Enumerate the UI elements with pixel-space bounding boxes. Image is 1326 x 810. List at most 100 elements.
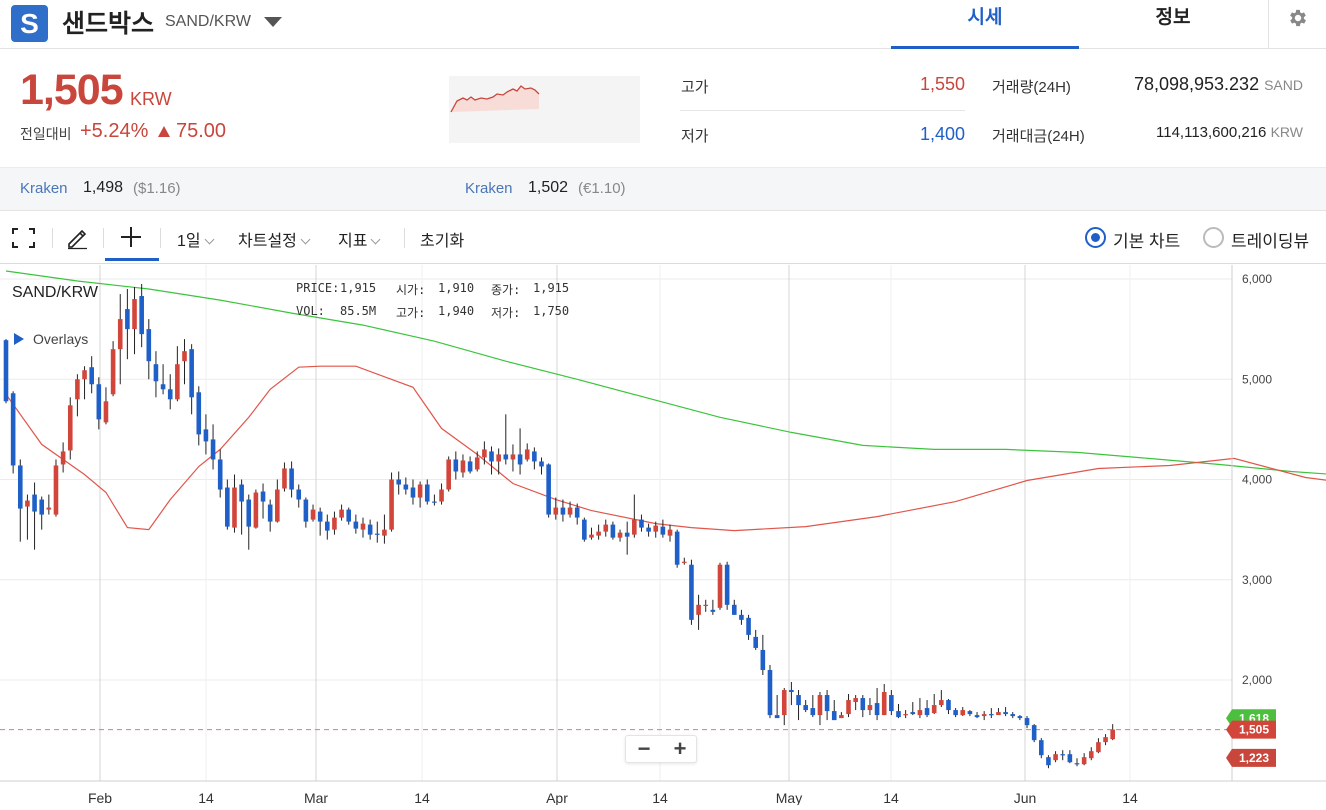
chart-toolbar: 1일 차트설정 지표 초기화 [0, 212, 1326, 264]
tradingview-radio[interactable] [1203, 227, 1224, 248]
candle [317, 507, 323, 536]
reset-button[interactable]: 초기화 [420, 233, 465, 250]
candle [89, 356, 94, 394]
tradingview-label[interactable]: 트레이딩뷰 [1231, 232, 1310, 251]
candle-body [482, 449, 487, 458]
coin-select-chevron-down-icon[interactable] [264, 17, 282, 27]
candle [1024, 716, 1030, 729]
x-tick-label: 14 [198, 790, 214, 805]
basic-chart-radio[interactable] [1085, 227, 1106, 248]
candle-body [246, 499, 252, 527]
candle-body [767, 669, 773, 716]
candle [103, 387, 109, 425]
candle [689, 559, 694, 625]
info-open-value: 1,910 [438, 281, 475, 295]
candle-body [460, 460, 466, 473]
candle-body [696, 604, 701, 615]
candle-body [353, 521, 359, 529]
candle-body [25, 500, 30, 507]
candle [46, 494, 52, 515]
candle-body [1088, 751, 1094, 759]
candle-body [1031, 725, 1037, 741]
candle [167, 374, 173, 410]
candle [282, 462, 287, 492]
exchange-name-eur[interactable]: Kraken [465, 180, 513, 197]
candle [417, 481, 423, 508]
tab-info[interactable]: 정보 [1155, 7, 1191, 28]
high-label: 고가 [681, 79, 709, 96]
candle [746, 614, 751, 640]
candle-body [603, 524, 609, 532]
candle-body [303, 499, 309, 522]
play-icon[interactable] [14, 333, 24, 345]
candle [660, 519, 666, 538]
exchange-name-usd[interactable]: Kraken [20, 180, 68, 197]
candle-body [167, 389, 173, 400]
exchange-bar: Kraken 1,498 ($1.16) Kraken 1,502 (€1.10… [0, 167, 1326, 211]
candle [203, 414, 209, 455]
last-price-tag-text: 1,505 [1239, 723, 1269, 737]
candle [546, 463, 551, 518]
zoom-out-button[interactable]: − [637, 736, 651, 761]
candle-body [1046, 757, 1051, 766]
candle [503, 414, 509, 465]
candlestick-chart[interactable]: 6,000 5,000 4,000 3,000 2,000 Feb 14 Mar 14 Apr 14… [0, 265, 1326, 806]
candle [789, 682, 794, 706]
candle [774, 695, 780, 719]
candle [596, 524, 601, 540]
candle [232, 474, 237, 533]
candle [424, 479, 430, 505]
candle [225, 479, 230, 530]
indicators-label: 지표 [338, 233, 368, 250]
candle-body [410, 487, 416, 498]
sparkline-area [451, 86, 539, 112]
chevron-down-icon [371, 234, 381, 245]
zoom-in-button[interactable]: + [673, 736, 687, 761]
candle [967, 710, 973, 717]
candle-body [1024, 718, 1030, 726]
candle [1074, 758, 1080, 767]
candle [75, 374, 80, 417]
candle [1060, 750, 1066, 761]
candle-body [1039, 740, 1044, 756]
candle-body [339, 509, 344, 518]
candle [981, 711, 987, 721]
candle-body [424, 484, 430, 502]
candle-body [17, 465, 23, 509]
tab-quote[interactable]: 시세 [891, 0, 1079, 49]
candle-body [446, 459, 451, 490]
pencil-icon[interactable] [65, 226, 89, 250]
amount-label: 거래대금(24H) [992, 128, 1085, 145]
candle [803, 700, 808, 713]
interval-dropdown[interactable]: 1일 [177, 227, 215, 251]
candle [125, 289, 130, 360]
x-tick-label: May [776, 790, 802, 805]
candle-body [60, 451, 66, 465]
chart-settings-dropdown[interactable]: 차트설정 [238, 227, 311, 251]
info-low-label: 저가: [491, 306, 521, 320]
candle-body [1074, 763, 1080, 765]
candle [39, 496, 44, 530]
candle-body [617, 532, 623, 538]
candle [1088, 747, 1094, 761]
basic-chart-label[interactable]: 기본 차트 [1113, 232, 1181, 251]
candle-body [953, 710, 958, 716]
info-high-value: 1,940 [438, 304, 475, 318]
candle-body [839, 715, 844, 719]
candle [1010, 712, 1016, 719]
candle [60, 442, 66, 473]
candle-body [110, 349, 116, 395]
candle [989, 708, 994, 719]
indicators-dropdown[interactable]: 지표 [338, 227, 381, 251]
candle [474, 451, 480, 472]
toolbar-divider [52, 228, 53, 248]
candle-body [474, 457, 480, 470]
fullscreen-icon[interactable] [12, 228, 35, 248]
candle [860, 695, 866, 718]
candle [632, 494, 637, 538]
overlays-toggle[interactable]: Overlays [33, 331, 89, 347]
candle-body [389, 479, 394, 530]
candle [639, 514, 644, 532]
settings-button[interactable] [1268, 0, 1326, 49]
crosshair-icon[interactable] [120, 226, 142, 248]
